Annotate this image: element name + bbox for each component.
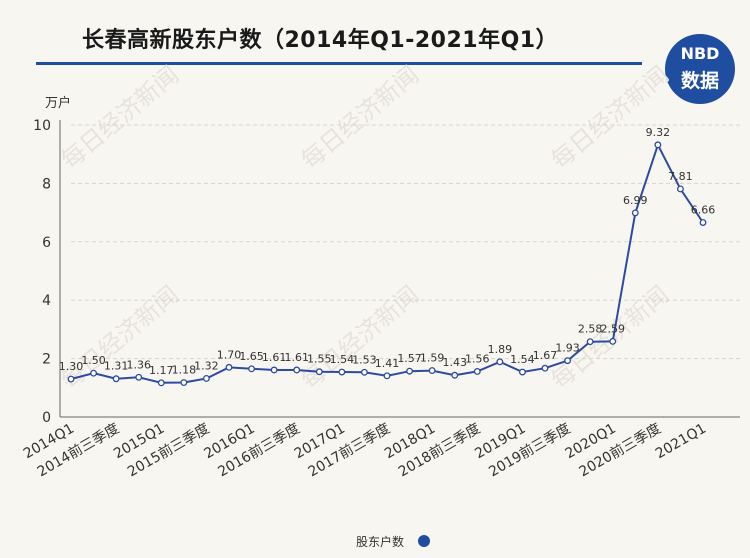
data-label: 1.67 bbox=[533, 349, 558, 362]
data-point bbox=[586, 338, 594, 346]
data-point bbox=[315, 368, 323, 376]
data-point bbox=[518, 368, 526, 376]
x-tick-label: 2021Q1 bbox=[653, 421, 709, 463]
logo-text-top: NBD bbox=[680, 44, 720, 63]
data-label: 2.58 bbox=[578, 323, 603, 336]
data-point bbox=[383, 372, 391, 380]
data-label: 1.70 bbox=[217, 348, 242, 361]
data-label: 6.66 bbox=[691, 204, 716, 217]
watermark-text: 每日经济新闻 bbox=[56, 61, 184, 175]
page-title: 长春高新股东户数（2014年Q1-2021年Q1） bbox=[82, 28, 559, 53]
data-label: 1.93 bbox=[555, 342, 580, 355]
data-label: 1.50 bbox=[81, 354, 106, 367]
title-underline bbox=[36, 62, 642, 65]
data-label: 7.81 bbox=[668, 170, 693, 183]
y-tick-label: 0 bbox=[42, 410, 51, 426]
data-point bbox=[564, 357, 572, 365]
data-label: 1.54 bbox=[510, 353, 535, 366]
data-label: 1.61 bbox=[262, 351, 287, 364]
watermark-text: 每日经济新闻 bbox=[296, 61, 424, 175]
data-label: 1.56 bbox=[465, 352, 490, 365]
data-point bbox=[67, 375, 75, 383]
data-point bbox=[338, 368, 346, 376]
data-point bbox=[90, 369, 98, 377]
data-label: 1.18 bbox=[172, 364, 197, 377]
data-label: 1.54 bbox=[330, 353, 355, 366]
data-label: 1.36 bbox=[126, 358, 151, 371]
y-tick-label: 2 bbox=[42, 352, 51, 368]
data-point bbox=[202, 375, 210, 382]
data-point bbox=[609, 337, 617, 345]
y-tick-label: 4 bbox=[42, 293, 51, 309]
data-point bbox=[699, 219, 707, 226]
data-label: 1.41 bbox=[375, 357, 400, 370]
data-point bbox=[473, 367, 481, 375]
y-tick-label: 8 bbox=[42, 176, 51, 192]
data-label: 1.59 bbox=[420, 352, 445, 365]
data-point bbox=[654, 141, 662, 149]
data-point bbox=[406, 367, 414, 375]
data-point bbox=[248, 365, 256, 373]
watermark-text: 每日经济新闻 bbox=[296, 281, 424, 395]
legend-label: 股东户数 bbox=[356, 534, 404, 549]
data-point bbox=[676, 185, 684, 193]
data-label: 1.89 bbox=[488, 343, 513, 356]
data-point bbox=[180, 379, 188, 386]
data-label: 1.30 bbox=[59, 360, 84, 373]
data-point bbox=[112, 375, 120, 383]
data-label: 1.65 bbox=[239, 350, 264, 363]
data-point bbox=[451, 371, 459, 379]
data-label: 6.99 bbox=[623, 194, 648, 207]
data-label: 1.55 bbox=[307, 353, 332, 366]
data-point bbox=[225, 363, 233, 371]
data-point bbox=[360, 368, 368, 376]
legend-marker bbox=[418, 535, 430, 547]
data-point bbox=[270, 366, 278, 374]
y-tick-label: 10 bbox=[33, 118, 51, 134]
data-label: 1.53 bbox=[352, 353, 377, 366]
data-point bbox=[496, 358, 504, 366]
data-label: 1.31 bbox=[104, 360, 129, 373]
nbd-logo: NBD 数据 bbox=[665, 34, 735, 104]
data-label: 2.59 bbox=[600, 322, 625, 335]
data-point bbox=[428, 367, 436, 375]
data-point bbox=[157, 379, 165, 387]
y-axis-unit: 万户 bbox=[45, 95, 71, 111]
data-point bbox=[541, 364, 549, 372]
data-point bbox=[631, 209, 639, 217]
data-label: 1.61 bbox=[284, 351, 309, 364]
watermark-text: 每日经济新闻 bbox=[546, 281, 674, 395]
data-point bbox=[135, 373, 143, 381]
watermark-text: 每日经济新闻 bbox=[546, 61, 674, 175]
data-label: 9.32 bbox=[646, 126, 671, 139]
data-label: 1.17 bbox=[149, 364, 174, 377]
data-label: 1.43 bbox=[442, 356, 467, 369]
logo-text-bottom: 数据 bbox=[680, 70, 719, 92]
y-tick-label: 6 bbox=[42, 235, 51, 251]
data-point bbox=[293, 366, 301, 374]
data-label: 1.32 bbox=[194, 359, 219, 372]
data-label: 1.57 bbox=[397, 352, 422, 365]
